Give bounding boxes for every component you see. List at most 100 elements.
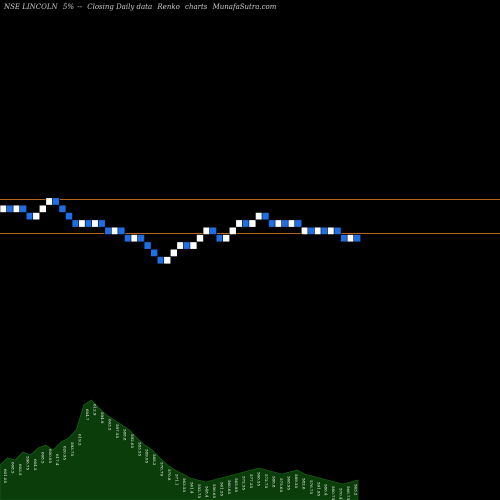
renko-brick-down: [137, 234, 145, 243]
price-label: 563.55: [182, 478, 187, 492]
renko-brick-up: [346, 234, 355, 243]
price-label: 556.65: [212, 484, 217, 498]
price-label: 575.65: [279, 478, 284, 492]
renko-brick-down: [150, 248, 158, 257]
renko-brick-up: [287, 219, 296, 228]
price-label: 596.75: [25, 456, 30, 470]
price-label: 561.4: [190, 482, 195, 494]
renko-brick-down: [19, 204, 27, 213]
title-site: MunafaSutra.com: [212, 3, 277, 11]
price-label: 603.5: [18, 464, 23, 476]
price-label: 597.55: [115, 424, 120, 438]
title-chart-kind: Renko: [156, 3, 179, 11]
price-label: 594.9: [100, 412, 105, 424]
renko-brick-down: [6, 204, 14, 213]
renko-brick-down: [353, 234, 362, 243]
volume-area-path: [0, 399, 359, 500]
renko-brick-up: [222, 234, 230, 243]
renko-brick-down: [117, 226, 126, 235]
price-label: 576.75: [309, 480, 314, 494]
price-label: 563.2: [354, 484, 359, 496]
title-percent: 5%: [63, 3, 74, 11]
price-label: 608.5: [40, 452, 45, 464]
title-caption: Closing Daily data: [87, 3, 152, 11]
renko-brick-up: [163, 256, 172, 265]
price-label: 561.55: [219, 482, 224, 496]
price-label: 608.5: [11, 462, 16, 474]
price-label: 601.05: [3, 469, 8, 483]
title-separator: --: [77, 3, 82, 11]
price-label: 552.75: [197, 484, 202, 498]
price-label: 560.65: [227, 480, 232, 494]
price-label: 566.75: [346, 486, 351, 500]
price-label: 617.4: [55, 454, 60, 466]
price-label: 620.95: [63, 446, 68, 460]
price-label: 600.05: [48, 449, 53, 463]
price-label: 572.75: [264, 474, 269, 488]
renko-brick-up: [255, 212, 263, 221]
price-label: 576.79: [160, 462, 165, 476]
price-label: 548.4: [204, 486, 209, 498]
renko-brick-down: [124, 234, 132, 243]
renko-brick-up: [176, 241, 185, 250]
price-label: 577.35: [249, 474, 254, 488]
renko-brick-up: [130, 234, 139, 243]
title-suffix: charts: [185, 3, 208, 11]
renko-brick-down: [52, 197, 60, 206]
renko-brick-down: [281, 219, 289, 228]
price-label: 571.1: [175, 474, 180, 485]
renko-brick-down: [209, 226, 217, 235]
renko-brick-down: [65, 212, 73, 221]
renko-brick-up: [314, 226, 322, 235]
renko-brick-up: [45, 197, 54, 206]
price-label: 591.95: [316, 482, 321, 496]
renko-brick-down: [307, 226, 316, 235]
renko-brick-down: [340, 234, 348, 243]
price-label: 583.55: [137, 442, 142, 456]
renko-brick-up: [274, 219, 283, 228]
chart-title: NSE LINCOLN 5% -- Closing Daily data Ren…: [3, 3, 277, 11]
price-label: 568.95: [286, 476, 291, 490]
renko-brick-down: [183, 241, 191, 250]
renko-brick-down: [333, 226, 342, 235]
renko-brick-down: [97, 219, 106, 228]
renko-brick-down: [320, 226, 329, 235]
price-label: 580.75: [331, 486, 336, 500]
renko-brick-up: [300, 226, 309, 235]
renko-brick-down: [71, 219, 80, 228]
renko-brick-down: [294, 219, 303, 228]
renko-brick-down: [58, 204, 67, 213]
renko-bricks: [0, 197, 362, 265]
price-label: 588.2: [152, 454, 157, 466]
renko-brick-down: [25, 212, 34, 221]
price-label: 570.45: [339, 488, 344, 500]
renko-brick-up: [202, 226, 211, 235]
price-label: 588.8: [122, 429, 127, 441]
price-label: 586.8: [272, 476, 277, 488]
renko-brick-up: [189, 241, 198, 250]
title-symbol: NSE LINCOLN: [3, 3, 59, 11]
price-label: 619.3: [78, 434, 83, 446]
price-label: 570.8: [167, 469, 172, 481]
reference-lines: [0, 199, 500, 234]
renko-brick-down: [104, 226, 113, 235]
renko-brick-down: [215, 234, 224, 243]
renko-brick-up: [111, 226, 119, 235]
renko-brick-up: [0, 204, 8, 213]
renko-brick-up: [248, 219, 257, 228]
volume-area: [0, 399, 359, 500]
price-label: 566.55: [257, 472, 262, 486]
price-label: 589.55: [294, 474, 299, 488]
renko-brick-down: [268, 219, 276, 228]
renko-brick-down: [261, 212, 270, 221]
renko-brick-up: [12, 204, 21, 213]
renko-brick-down: [156, 256, 165, 265]
renko-brick-up: [235, 219, 244, 228]
renko-brick-up: [327, 226, 335, 235]
price-label: 593.75: [70, 442, 75, 456]
renko-brick-up: [196, 234, 204, 243]
